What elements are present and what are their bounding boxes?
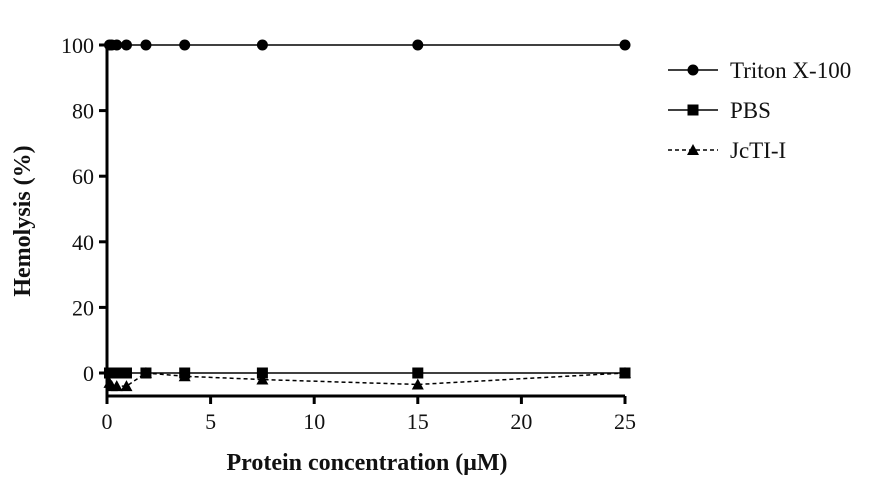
legend: Triton X-100 PBS JcTI-I: [668, 58, 851, 163]
data-point: [412, 39, 424, 51]
data-point: [120, 39, 132, 51]
series-layer: [103, 39, 631, 392]
data-point: [110, 380, 123, 392]
y-tick-label: 100: [61, 33, 94, 58]
data-point: [179, 367, 191, 379]
data-point: [111, 367, 123, 379]
data-point: [411, 378, 424, 390]
data-point: [256, 39, 268, 51]
legend-label: PBS: [730, 98, 771, 123]
y-tick-label: 20: [72, 295, 94, 320]
legend-label: Triton X-100: [730, 58, 851, 83]
x-tick-label: 25: [614, 409, 636, 434]
x-tick-label: 0: [102, 409, 113, 434]
y-axis-title: Hemolysis (%): [10, 145, 36, 296]
data-point: [619, 39, 631, 51]
x-axis-title: Protein concentration (μM): [226, 450, 507, 476]
data-point: [120, 367, 132, 379]
data-point: [412, 367, 424, 379]
series-triton-x-100: [103, 39, 631, 51]
legend-item: PBS: [668, 98, 771, 123]
y-tick-label: 60: [72, 164, 94, 189]
axes: 0 20 40 60 80 100 0 5 10 15 20 25: [61, 33, 636, 434]
legend-label: JcTI-I: [730, 138, 786, 163]
y-tick-label: 40: [72, 230, 94, 255]
data-point: [140, 39, 152, 51]
data-point: [111, 39, 123, 51]
data-point: [179, 39, 191, 51]
x-tick-label: 15: [407, 409, 429, 434]
legend-marker: [687, 104, 699, 116]
data-point: [619, 367, 631, 379]
data-point: [256, 373, 269, 385]
x-tick-label: 10: [303, 409, 325, 434]
legend-item: JcTI-I: [668, 138, 786, 163]
y-tick-label: 0: [83, 361, 94, 386]
x-tick-label: 20: [510, 409, 532, 434]
legend-marker: [687, 64, 699, 76]
series-pbs: [103, 367, 631, 379]
legend-marker: [687, 144, 699, 155]
data-point: [120, 380, 133, 392]
data-point: [140, 367, 152, 379]
data-point: [256, 367, 268, 379]
x-tick-label: 5: [205, 409, 216, 434]
y-tick-label: 80: [72, 99, 94, 124]
legend-item: Triton X-100: [668, 58, 851, 83]
